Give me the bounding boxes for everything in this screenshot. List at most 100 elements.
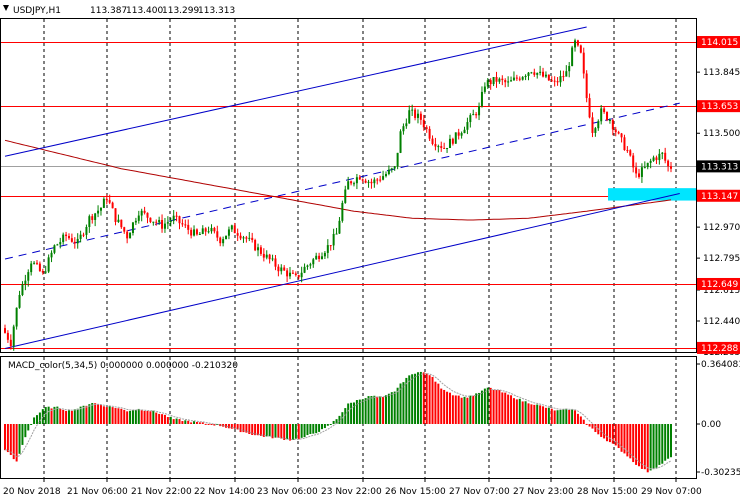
- candle-bear: [379, 179, 382, 181]
- candle-bear: [70, 238, 73, 242]
- candle-bear: [91, 216, 94, 220]
- macd-bar: [225, 424, 228, 428]
- macd-bar: [457, 395, 460, 424]
- macd-bar: [332, 420, 335, 424]
- macd-bar: [571, 409, 574, 424]
- candle-bull: [335, 233, 338, 235]
- candle-bear: [123, 227, 126, 232]
- candle-bull: [536, 72, 539, 75]
- candle-bear: [547, 74, 550, 81]
- macd-bar: [204, 423, 207, 425]
- macd-bar: [364, 398, 367, 424]
- macd-bar: [161, 414, 164, 424]
- macd-bar: [94, 403, 97, 424]
- macd-bar: [12, 424, 15, 460]
- candle-bear: [501, 78, 504, 81]
- current-price-tag-label: 113.313: [701, 162, 738, 172]
- candle-bear: [617, 132, 620, 134]
- candle-bull: [600, 108, 603, 122]
- macd-bar: [140, 410, 143, 424]
- candle-bull: [50, 252, 53, 258]
- macd-bar: [70, 410, 73, 424]
- candle-bear: [614, 129, 617, 133]
- candle-bull: [326, 245, 329, 253]
- candle-bull: [248, 237, 251, 239]
- candle-bear: [504, 80, 507, 83]
- candle-bear: [370, 181, 373, 184]
- macd-bar: [9, 424, 12, 455]
- candle-bull: [402, 126, 405, 132]
- macd-bar: [451, 395, 454, 424]
- candle-bear: [126, 231, 129, 239]
- macd-bar: [393, 391, 396, 424]
- macd-bar: [443, 389, 446, 424]
- macd-bar: [550, 408, 553, 424]
- candle-bear: [629, 150, 632, 156]
- candle-bull: [24, 280, 27, 285]
- macd-bar: [515, 399, 518, 424]
- macd-bar: [358, 399, 361, 424]
- candle-bear: [233, 225, 236, 234]
- macd-bar: [544, 407, 547, 424]
- macd-bar: [536, 404, 539, 424]
- level-tag-label: 112.288: [701, 344, 738, 354]
- candle-bear: [108, 200, 111, 203]
- macd-bar: [504, 392, 507, 424]
- candle-bear: [82, 234, 85, 236]
- macd-bar: [379, 396, 382, 424]
- macd-bar: [480, 390, 483, 424]
- macd-bar: [222, 424, 225, 427]
- candle-bull: [382, 176, 385, 180]
- candle-bear: [376, 179, 379, 181]
- candle-bull: [129, 232, 132, 239]
- collapse-triangle-icon[interactable]: [3, 5, 9, 11]
- channel-mid-line: [4, 102, 680, 260]
- macd-bar: [600, 424, 603, 437]
- macd-histogram: [4, 371, 672, 473]
- candle-bull: [597, 121, 600, 129]
- candle-bear: [236, 233, 239, 236]
- candle-bull: [344, 189, 347, 203]
- candle-bull: [640, 167, 643, 177]
- candle-bull: [373, 179, 376, 184]
- candle-bull: [454, 132, 457, 144]
- candle-bull: [341, 202, 344, 221]
- macd-bar: [62, 409, 65, 424]
- candle-bear: [204, 228, 207, 232]
- level-tag-bg: [697, 341, 740, 354]
- macd-bar: [178, 419, 181, 424]
- candle-bear: [146, 212, 149, 218]
- macd-bar: [15, 424, 18, 462]
- candle-bear: [364, 180, 367, 183]
- macd-bar: [448, 392, 451, 424]
- candle-bear: [274, 258, 277, 267]
- candle-bull: [478, 106, 481, 116]
- candle-bull: [88, 216, 91, 227]
- macd-bar: [181, 421, 184, 424]
- time-tick-label: 27 Nov 23:00: [513, 487, 574, 497]
- level-tag-label: 112.649: [701, 280, 738, 290]
- macd-bar: [56, 406, 59, 424]
- macd-bar: [469, 395, 472, 424]
- candle-bull: [390, 168, 393, 170]
- candle-bear: [533, 72, 536, 75]
- macd-bar: [512, 398, 515, 424]
- macd-bar: [405, 377, 408, 424]
- macd-bar: [478, 392, 481, 424]
- candle-bull: [393, 166, 396, 169]
- macd-bar: [643, 424, 646, 470]
- macd-bar: [283, 424, 286, 440]
- candle-bear: [41, 270, 44, 273]
- macd-bar: [582, 419, 585, 424]
- macd-bar: [242, 424, 245, 433]
- candle-bear: [175, 215, 178, 217]
- macd-bar: [425, 373, 428, 424]
- macd-bar: [387, 393, 390, 424]
- macd-bar: [82, 405, 85, 424]
- candle-bull: [568, 65, 571, 72]
- macd-bar: [216, 424, 219, 425]
- macd-bar: [632, 424, 635, 463]
- level-tag-label: 113.147: [701, 192, 738, 202]
- time-tick-label: 23 Nov 06:00: [257, 487, 318, 497]
- macd-bar: [521, 401, 524, 424]
